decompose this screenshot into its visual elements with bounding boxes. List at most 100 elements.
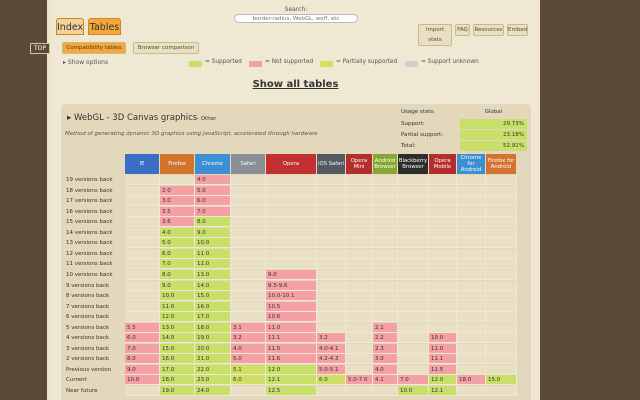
- support-cell[interactable]: 10.0: [160, 291, 195, 302]
- support-cell[interactable]: 5.1: [231, 364, 266, 375]
- support-cell[interactable]: 9.0: [195, 227, 231, 238]
- support-cell[interactable]: 11.6: [266, 354, 317, 365]
- support-cell[interactable]: 5.0-5.1: [317, 364, 346, 375]
- support-cell[interactable]: 19.0: [160, 386, 195, 396]
- support-cell[interactable]: 10.0: [429, 333, 457, 344]
- support-cell[interactable]: 11.0: [429, 343, 457, 354]
- resources-button[interactable]: Resources: [473, 24, 504, 36]
- tab-index[interactable]: Index: [56, 18, 84, 35]
- support-cell[interactable]: 3.2: [317, 333, 346, 344]
- support-cell[interactable]: 14.0: [160, 333, 195, 344]
- support-cell[interactable]: 7.0: [398, 375, 429, 386]
- support-cell[interactable]: 16.0: [195, 301, 231, 312]
- support-cell[interactable]: 11.0: [195, 248, 231, 259]
- support-cell[interactable]: 5.0: [195, 185, 231, 196]
- support-cell[interactable]: 8.0: [195, 217, 231, 228]
- support-cell[interactable]: 7.0: [125, 343, 160, 354]
- import-stats-button[interactable]: Import stats: [418, 24, 452, 46]
- support-cell[interactable]: 8.0: [160, 269, 195, 280]
- support-cell[interactable]: 9.0: [160, 280, 195, 291]
- support-cell[interactable]: 21.0: [195, 354, 231, 365]
- support-cell[interactable]: 5.0: [160, 238, 195, 249]
- support-cell[interactable]: 6.0: [125, 333, 160, 344]
- support-cell[interactable]: 12.1: [429, 386, 457, 396]
- support-cell[interactable]: 12.0: [195, 259, 231, 270]
- support-cell[interactable]: 4.0: [160, 227, 195, 238]
- support-cell[interactable]: 18.0: [195, 322, 231, 333]
- support-cell[interactable]: 4.0: [231, 343, 266, 354]
- show-all-tables-link[interactable]: Show all tables: [252, 79, 339, 90]
- support-cell[interactable]: 20.0: [195, 343, 231, 354]
- support-cell[interactable]: 18.0: [457, 375, 486, 386]
- support-cell[interactable]: 4.0: [373, 364, 398, 375]
- support-cell[interactable]: 17.0: [160, 364, 195, 375]
- support-cell[interactable]: 11.5: [266, 343, 317, 354]
- support-cell[interactable]: 3.1: [231, 322, 266, 333]
- support-cell[interactable]: 15.0: [195, 291, 231, 302]
- browser-comparison-tab[interactable]: Browser comparison: [133, 42, 199, 54]
- support-cell[interactable]: 11.1: [266, 333, 317, 344]
- support-cell[interactable]: 2.1: [373, 322, 398, 333]
- support-cell[interactable]: 6.0: [160, 248, 195, 259]
- support-cell[interactable]: 22.0: [195, 364, 231, 375]
- support-cell[interactable]: 3.0: [160, 196, 195, 207]
- support-cell[interactable]: 4.0-4.1: [317, 343, 346, 354]
- support-cell[interactable]: 11.0: [266, 322, 317, 333]
- support-cell[interactable]: 4.2-4.3: [317, 354, 346, 365]
- support-cell[interactable]: 19.0: [195, 333, 231, 344]
- support-cell[interactable]: 10.5: [266, 301, 317, 312]
- support-cell[interactable]: 23.0: [195, 375, 231, 386]
- support-cell[interactable]: 5.5: [125, 322, 160, 333]
- support-cell[interactable]: 13.0: [160, 322, 195, 333]
- support-cell[interactable]: 9.5-9.6: [266, 280, 317, 291]
- compatibility-tables-tab[interactable]: Compatibility tables: [62, 42, 126, 54]
- tab-tables[interactable]: Tables: [88, 18, 121, 35]
- faq-button[interactable]: FAQ: [455, 24, 470, 36]
- support-cell[interactable]: 15.0: [160, 343, 195, 354]
- support-cell[interactable]: 17.0: [195, 312, 231, 323]
- support-cell[interactable]: 3.5: [160, 206, 195, 217]
- support-cell[interactable]: 11.1: [429, 354, 457, 365]
- support-cell[interactable]: 10.0-10.1: [266, 291, 317, 302]
- support-cell[interactable]: 8.0: [125, 354, 160, 365]
- support-cell[interactable]: 2.2: [373, 333, 398, 344]
- embed-button[interactable]: Embed: [507, 24, 528, 36]
- support-cell[interactable]: 10.0: [195, 238, 231, 249]
- support-cell[interactable]: 12.0: [160, 312, 195, 323]
- support-cell[interactable]: 11.5: [429, 364, 457, 375]
- support-cell[interactable]: 3.2: [231, 333, 266, 344]
- support-cell[interactable]: 15.0: [486, 375, 517, 386]
- support-cell[interactable]: 5.0: [231, 354, 266, 365]
- top-link[interactable]: TOP: [30, 43, 51, 54]
- support-cell[interactable]: 12.0: [266, 364, 317, 375]
- support-cell[interactable]: 9.0: [125, 364, 160, 375]
- support-cell[interactable]: 7.0: [160, 259, 195, 270]
- support-cell[interactable]: 10.0: [125, 375, 160, 386]
- support-cell[interactable]: 12.5: [266, 386, 317, 396]
- support-cell[interactable]: 9.0: [266, 269, 317, 280]
- support-cell[interactable]: 16.0: [160, 354, 195, 365]
- support-cell[interactable]: 12.0: [429, 375, 457, 386]
- support-cell[interactable]: 3.0: [373, 354, 398, 365]
- support-cell[interactable]: 6.0: [195, 196, 231, 207]
- show-options-toggle[interactable]: ▸ Show options: [63, 59, 109, 66]
- support-cell[interactable]: 7.0: [195, 206, 231, 217]
- support-cell[interactable]: 18.0: [160, 375, 195, 386]
- support-cell[interactable]: 10.0: [398, 386, 429, 396]
- support-cell[interactable]: 6.0: [317, 375, 346, 386]
- search-input[interactable]: [234, 14, 358, 23]
- support-cell[interactable]: 5.0-7.0: [346, 375, 373, 386]
- support-cell[interactable]: 24.0: [195, 386, 231, 396]
- support-cell[interactable]: 6.0: [231, 375, 266, 386]
- feature-title[interactable]: ▸ WebGL - 3D Canvas graphics: [67, 113, 198, 123]
- support-cell[interactable]: 2.0: [160, 185, 195, 196]
- support-cell[interactable]: 13.0: [195, 269, 231, 280]
- support-cell[interactable]: 12.1: [266, 375, 317, 386]
- support-cell[interactable]: 11.0: [160, 301, 195, 312]
- support-cell[interactable]: 2.3: [373, 343, 398, 354]
- support-cell[interactable]: 10.6: [266, 312, 317, 323]
- support-cell[interactable]: 14.0: [195, 280, 231, 291]
- support-cell[interactable]: 3.6: [160, 217, 195, 228]
- support-cell[interactable]: 4.0: [195, 175, 231, 185]
- support-cell[interactable]: 4.1: [373, 375, 398, 386]
